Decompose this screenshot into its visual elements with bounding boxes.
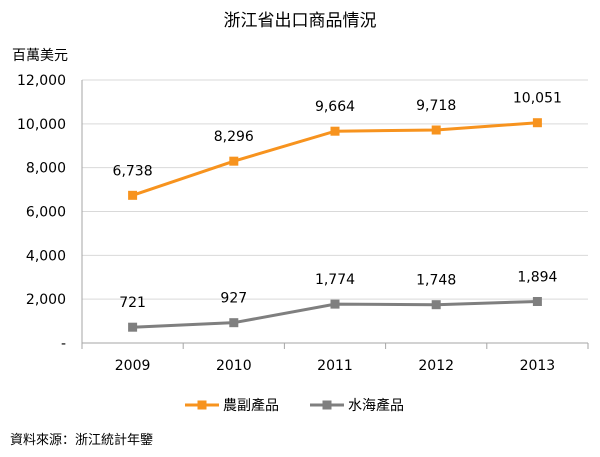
y-tick-label: 10,000	[17, 117, 66, 133]
y-tick-label: 8,000	[26, 161, 66, 177]
legend-marker	[322, 400, 332, 410]
data-label: 721	[119, 295, 146, 311]
y-axis-ticks: - 2,000 4,000 6,000 8,000 10,000 12,000	[17, 73, 66, 352]
y-axis-label: 百萬美元	[12, 48, 68, 64]
data-label: 6,738	[113, 163, 153, 179]
data-label: 1,748	[416, 273, 456, 289]
y-tick-label: 6,000	[26, 205, 66, 221]
data-point	[128, 190, 138, 200]
x-tick-label: 2012	[418, 358, 454, 374]
x-tick-label: 2013	[520, 358, 556, 374]
data-point	[229, 318, 239, 328]
data-point	[330, 126, 340, 136]
x-tick-label: 2011	[317, 358, 353, 374]
x-axis: 2009 2010 2011 2012 2013	[81, 80, 589, 374]
legend-label: 水海產品	[348, 397, 404, 414]
data-label: 1,894	[517, 269, 557, 285]
legend-label: 農副產品	[223, 397, 279, 414]
data-label: 927	[220, 291, 247, 307]
chart-title: 浙江省出口商品情況	[224, 11, 377, 31]
data-point	[532, 118, 542, 128]
data-label: 9,664	[315, 99, 355, 115]
data-label: 9,718	[416, 98, 456, 114]
y-tick-label: -	[61, 336, 66, 352]
data-point	[532, 296, 542, 306]
y-tick-label: 4,000	[26, 248, 66, 264]
x-tick-label: 2010	[216, 358, 252, 374]
series-group: 6,738 8,296 9,664 9,718 10,051 721 927 1,774 1,7…	[113, 91, 562, 332]
y-tick-label: 2,000	[26, 292, 66, 308]
y-tick-label: 12,000	[17, 73, 66, 89]
data-point	[330, 299, 340, 309]
data-point	[229, 156, 239, 166]
data-label: 8,296	[214, 129, 254, 145]
data-label: 1,774	[315, 272, 355, 288]
legend-marker	[197, 400, 207, 410]
legend: 農副產品 水海產品	[185, 397, 404, 414]
grid-lines	[82, 79, 588, 300]
data-label: 10,051	[513, 91, 562, 107]
data-point	[431, 125, 441, 135]
source-note: 資料來源：浙江統計年鑒	[10, 432, 153, 448]
data-point	[431, 300, 441, 310]
x-tick-label: 2009	[115, 358, 151, 374]
data-point	[128, 322, 138, 332]
